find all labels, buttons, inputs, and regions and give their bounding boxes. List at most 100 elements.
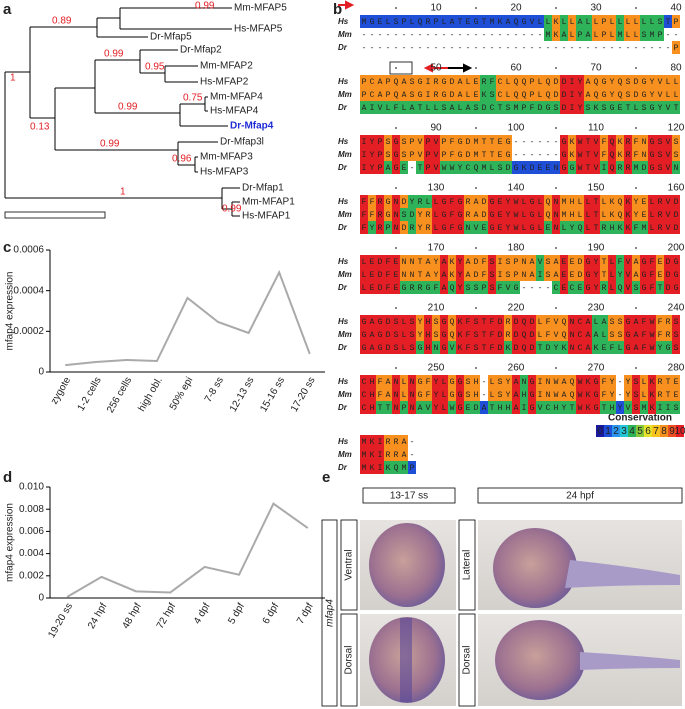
residue-cell <box>512 268 520 281</box>
residue-cell <box>488 388 496 401</box>
residue-cell <box>464 328 472 341</box>
residue-cell <box>360 401 368 414</box>
residue-cell <box>512 315 520 328</box>
leaf-label: Hs-MFAP5 <box>234 24 283 35</box>
residue-cell <box>552 328 560 341</box>
residue-cell <box>376 448 384 461</box>
residue-cell <box>360 161 368 174</box>
residue-cell <box>616 268 624 281</box>
residue-cell <box>408 328 416 341</box>
residue-cell <box>464 341 472 354</box>
residue-cell <box>392 135 400 148</box>
residue-cell <box>416 315 424 328</box>
residue-cell <box>512 255 520 268</box>
residue-cell <box>552 388 560 401</box>
residue-cell <box>608 255 616 268</box>
residue-cell <box>544 208 552 221</box>
residue-cell <box>368 281 376 294</box>
residue-cell <box>360 375 368 388</box>
residue-cell <box>600 208 608 221</box>
residue-cell <box>536 375 544 388</box>
residue-cell <box>368 101 376 114</box>
tick-label: 150 <box>588 183 605 194</box>
residue-cell <box>648 101 656 114</box>
residue-cell <box>504 341 512 354</box>
row-box <box>458 613 476 707</box>
residue-cell <box>384 195 392 208</box>
residue-cell <box>552 88 560 101</box>
residue-cell <box>368 195 376 208</box>
residue-cell <box>448 341 456 354</box>
residue-cell <box>384 328 392 341</box>
residue-cell <box>568 375 576 388</box>
residue-cell <box>560 341 568 354</box>
residue-cell <box>536 255 544 268</box>
residue-cell <box>624 268 632 281</box>
residue-cell <box>464 161 472 174</box>
residue-cell <box>400 101 408 114</box>
residue-cell <box>624 161 632 174</box>
residue-cell <box>368 375 376 388</box>
residue-cell <box>464 101 472 114</box>
residue-cell <box>376 255 384 268</box>
residue-cell <box>592 221 600 234</box>
residue-cell <box>616 148 624 161</box>
residue-cell <box>416 401 424 414</box>
residue-cell <box>424 401 432 414</box>
residue-cell <box>672 401 680 414</box>
residue-cell <box>544 341 552 354</box>
residue-cell <box>360 388 368 401</box>
residue-cell <box>392 195 400 208</box>
residue-cell <box>520 208 528 221</box>
tick-dot <box>395 307 397 309</box>
residue-cell <box>432 88 440 101</box>
residue-cell <box>424 75 432 88</box>
residue-cell <box>496 135 504 148</box>
x-tick-label: 72 hpf <box>155 601 179 631</box>
residue-cell <box>480 75 488 88</box>
residue-cell <box>520 341 528 354</box>
residue-cell <box>384 435 392 448</box>
residue-cell <box>664 208 672 221</box>
tick-label: 140 <box>508 183 525 194</box>
residue-cell <box>648 255 656 268</box>
residue-cell <box>432 135 440 148</box>
residue-cell <box>600 388 608 401</box>
residue-cell <box>408 401 416 414</box>
residue-cell <box>456 388 464 401</box>
residue-cell <box>656 88 664 101</box>
residue-cell <box>536 341 544 354</box>
residue-cell <box>472 281 480 294</box>
residue-cell <box>552 161 560 174</box>
residue-cell <box>656 28 664 41</box>
residue-cell <box>480 195 488 208</box>
residue-cell <box>592 161 600 174</box>
y-axis-label: mfap4 expression <box>5 272 16 351</box>
residue-cell <box>512 281 520 294</box>
residue-cell <box>488 75 496 88</box>
residue-cell <box>448 328 456 341</box>
residue-cell <box>424 221 432 234</box>
residue-cell <box>640 281 648 294</box>
residue-cell <box>368 461 376 474</box>
residue-cell <box>552 341 560 354</box>
residue-cell <box>576 315 584 328</box>
residue-cell <box>600 88 608 101</box>
residue-cell <box>424 148 432 161</box>
residue-cell <box>520 88 528 101</box>
residue-cell <box>624 401 632 414</box>
residue-cell <box>656 388 664 401</box>
residue-cell <box>432 375 440 388</box>
support-value: 1 <box>10 73 16 84</box>
residue-cell <box>424 135 432 148</box>
residue-cell <box>520 161 528 174</box>
header-box <box>477 487 683 504</box>
residue-cell <box>464 315 472 328</box>
x-tick-label: 19-20 ss <box>46 601 75 640</box>
residue-cell <box>560 255 568 268</box>
residue-cell <box>464 135 472 148</box>
residue-cell <box>360 15 368 28</box>
residue-cell <box>400 388 408 401</box>
residue-cell <box>360 461 368 474</box>
